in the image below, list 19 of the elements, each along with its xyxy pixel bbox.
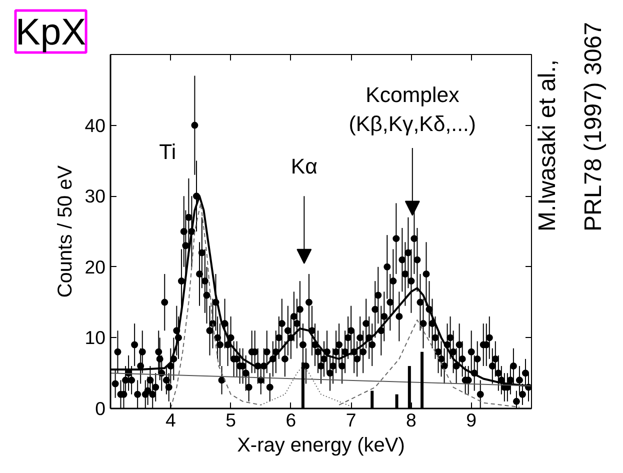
x-tick-label: 7 xyxy=(346,410,356,430)
x-tick-label: 4 xyxy=(165,410,176,430)
y-tick-label: 0 xyxy=(95,398,106,419)
x-tick-label: 5 xyxy=(226,410,236,430)
x-tick-label: 8 xyxy=(406,410,416,430)
x-tick-label: 9 xyxy=(466,410,477,430)
x-axis-title: X-ray energy (keV) xyxy=(237,434,405,456)
text: M.Iwasaki et al., xyxy=(534,59,561,232)
y-axis-title: Counts / 50 eV xyxy=(54,164,77,298)
annotation: Kcomplex (Kβ,Kγ,Kδ,...) xyxy=(348,83,476,136)
annotation: Ti xyxy=(159,140,176,164)
chart-title: KpX xyxy=(16,10,86,52)
y-tick-label: 40 xyxy=(84,114,106,136)
y-tick-label: 20 xyxy=(84,256,106,278)
x-tick-label: 6 xyxy=(286,410,296,430)
y-tick-label: 30 xyxy=(84,186,106,207)
annotation: Kα xyxy=(290,154,318,178)
y-tick-label: 10 xyxy=(84,327,106,348)
text: PRL78 (1997) 3067 xyxy=(580,22,607,232)
